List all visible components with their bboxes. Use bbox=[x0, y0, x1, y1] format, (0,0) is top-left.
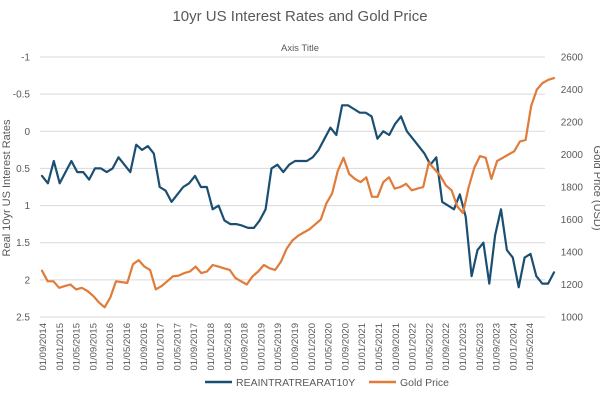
x-tick-label: 01/01/2019 bbox=[256, 323, 267, 371]
x-tick-label: 01/01/2023 bbox=[458, 323, 469, 371]
gridlines bbox=[40, 56, 545, 318]
y-axis-left-label: Real 10yr US Interest Rates bbox=[1, 119, 13, 256]
x-tick-label: 01/01/2017 bbox=[156, 323, 167, 371]
left-axis: -1 -0.5 0 0.5 1 1.5 2 2.5 bbox=[13, 53, 31, 324]
y-left-tick-label: 2.5 bbox=[16, 313, 30, 324]
x-tick-label: 01/09/2014 bbox=[38, 323, 49, 371]
y-left-tick-label: 1 bbox=[24, 201, 30, 212]
y-right-tick-label: 2600 bbox=[561, 53, 584, 64]
y-axis-right-label: Gold Price (USD) bbox=[591, 146, 600, 231]
y-right-tick-label: 2200 bbox=[561, 118, 584, 129]
series-lines bbox=[40, 76, 556, 309]
x-tick-label: 01/01/2018 bbox=[206, 323, 217, 371]
x-tick-label: 01/05/2020 bbox=[324, 323, 335, 371]
y-left-tick-label: -0.5 bbox=[13, 90, 31, 101]
x-tick-label: 01/09/2016 bbox=[139, 323, 150, 371]
x-tick-label: 01/09/2018 bbox=[240, 323, 251, 371]
x-tick-label: 01/05/2018 bbox=[223, 323, 234, 371]
x-tick-label: 01/01/2024 bbox=[508, 323, 519, 371]
y-left-tick-label: 0.5 bbox=[16, 164, 30, 175]
x-tick-label: 01/01/2022 bbox=[408, 323, 419, 371]
series-line-interest-rate bbox=[40, 104, 556, 289]
x-tick-label: 01/01/2015 bbox=[55, 323, 66, 371]
x-tick-label: 01/05/2015 bbox=[72, 323, 83, 371]
x-tick-label: 01/01/2016 bbox=[105, 323, 116, 371]
y-right-tick-label: 2000 bbox=[561, 150, 584, 161]
y-right-tick-label: 2400 bbox=[561, 85, 584, 96]
y-right-tick-label: 1400 bbox=[561, 248, 584, 259]
right-axis: 2600 2400 2200 2000 1800 1600 1400 1200 1000 bbox=[561, 53, 584, 324]
y-left-tick-label: 2 bbox=[24, 275, 30, 286]
x-tick-label: 01/05/2021 bbox=[374, 323, 385, 371]
x-tick-label: 01/05/2022 bbox=[424, 323, 435, 371]
x-tick-label: 01/01/2021 bbox=[357, 323, 368, 371]
axis-title-label: Axis Title bbox=[280, 43, 319, 54]
x-tick-label: 01/09/2017 bbox=[189, 323, 200, 371]
legend-label-gold: Gold Price bbox=[400, 377, 449, 389]
x-tick-label: 01/01/2020 bbox=[307, 323, 318, 371]
x-tick-label: 01/05/2016 bbox=[122, 323, 133, 371]
x-tick-label: 01/09/2022 bbox=[441, 323, 452, 371]
chart-title: 10yr US Interest Rates and Gold Price bbox=[172, 8, 428, 25]
y-left-tick-label: 1.5 bbox=[16, 238, 30, 249]
x-tick-label: 01/09/2023 bbox=[492, 323, 503, 371]
y-right-tick-label: 1000 bbox=[561, 313, 584, 324]
y-right-tick-label: 1200 bbox=[561, 280, 584, 291]
y-left-tick-label: 0 bbox=[24, 127, 30, 138]
x-tick-label: 01/05/2024 bbox=[525, 323, 536, 371]
y-right-tick-label: 1800 bbox=[561, 183, 584, 194]
legend-label-interest: REAINTRATREARAT10Y bbox=[236, 377, 355, 389]
x-tick-label: 01/05/2019 bbox=[273, 323, 284, 371]
x-tick-label: 01/05/2023 bbox=[475, 323, 486, 371]
series-line-gold-price bbox=[40, 76, 556, 309]
x-tick-label: 01/05/2017 bbox=[172, 323, 183, 371]
x-tick-label: 01/09/2019 bbox=[290, 323, 301, 371]
legend: REAINTRATREARAT10Y Gold Price bbox=[205, 377, 449, 389]
x-tick-label: 01/09/2015 bbox=[88, 323, 99, 371]
y-right-tick-label: 1600 bbox=[561, 215, 584, 226]
x-axis: 01/09/2014 01/01/2015 01/05/2015 01/09/2015… bbox=[38, 323, 536, 371]
x-tick-label: 01/09/2021 bbox=[391, 323, 402, 371]
y-left-tick-label: -1 bbox=[21, 53, 30, 64]
x-tick-label: 01/09/2020 bbox=[340, 323, 351, 371]
